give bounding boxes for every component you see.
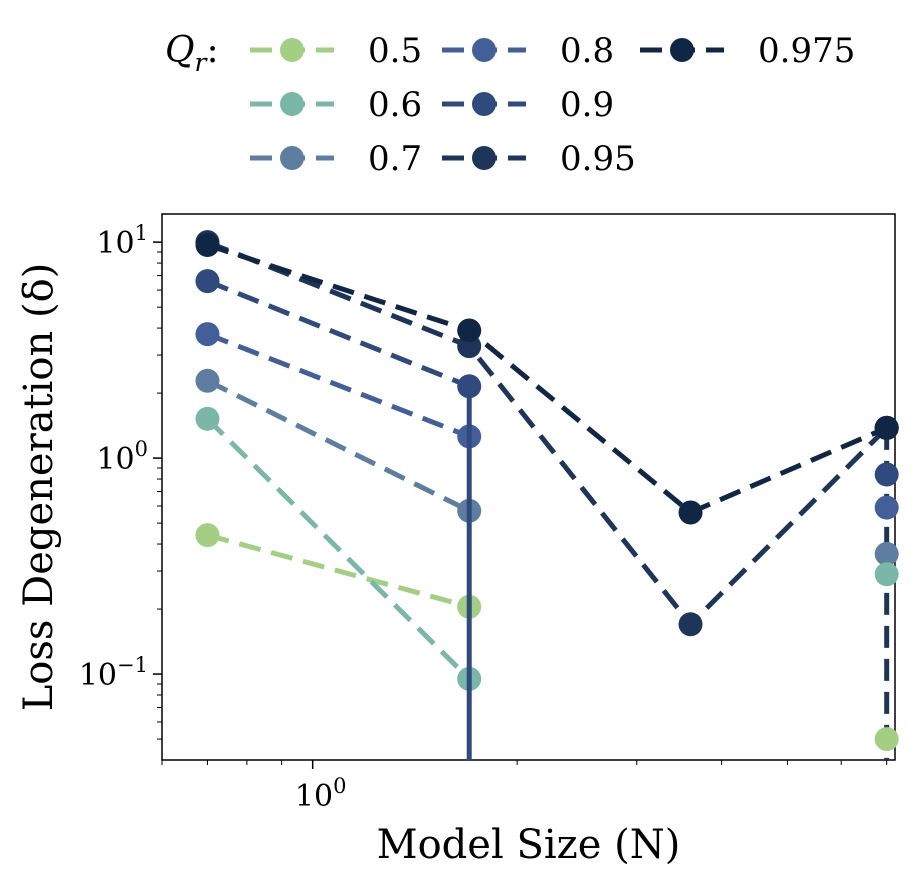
data-point xyxy=(874,495,899,520)
legend-label: 0.7 xyxy=(368,139,422,179)
legend-marker xyxy=(280,38,304,62)
series-line xyxy=(206,532,470,610)
y-tick-label: 101 xyxy=(96,221,148,261)
series-0.7 xyxy=(195,368,482,523)
legend-item: 0.6 xyxy=(250,85,422,125)
legend-label: 0.9 xyxy=(560,85,614,125)
series-0.8 xyxy=(195,322,482,449)
legend-marker xyxy=(670,38,694,62)
data-point xyxy=(678,500,703,525)
legend-title-colon: : xyxy=(206,30,218,71)
series-line xyxy=(205,417,471,681)
axes: 101 100 10−1 100 Model Size (N) Loss Degen… xyxy=(16,213,896,868)
legend-item: 0.7 xyxy=(250,139,422,179)
legend-item: 0.975 xyxy=(640,31,855,71)
data-point xyxy=(874,562,899,587)
legend-title-subscript: r xyxy=(195,48,209,77)
series-line xyxy=(206,242,888,515)
series-0.5 xyxy=(195,523,482,619)
plot-area xyxy=(195,230,899,760)
legend-marker xyxy=(472,92,496,116)
legend-item: 0.8 xyxy=(442,31,614,71)
data-point xyxy=(195,406,220,431)
data-point xyxy=(457,318,482,343)
legend-title-symbol: Q xyxy=(165,30,195,71)
x-tick-label: 100 xyxy=(295,774,347,814)
data-point xyxy=(195,523,220,548)
series-0.9 xyxy=(195,269,482,760)
y-tick-label: 10−1 xyxy=(79,653,148,693)
data-point xyxy=(678,612,703,637)
legend-label: 0.5 xyxy=(368,31,422,71)
data-point xyxy=(195,233,220,258)
series-line xyxy=(206,278,471,389)
plot-frame xyxy=(161,213,896,761)
y-tick-label: 100 xyxy=(96,437,148,477)
data-point xyxy=(874,541,899,566)
series-line xyxy=(206,331,471,439)
legend-item: 0.5 xyxy=(250,31,422,71)
legend-marker xyxy=(280,146,304,170)
legend-label: 0.8 xyxy=(560,31,614,71)
x-axis-ticks: 100 xyxy=(161,760,888,814)
legend: Qr: 0.5 0.6 0.7 0.8 0.9 0.95 0.975 xyxy=(165,30,855,179)
legend-marker xyxy=(472,146,496,170)
data-point xyxy=(195,269,220,294)
data-point xyxy=(195,368,220,393)
series-0.6 xyxy=(195,406,482,691)
data-point xyxy=(874,415,899,440)
legend-marker xyxy=(280,92,304,116)
legend-label: 0.975 xyxy=(758,31,855,71)
data-point xyxy=(874,727,899,752)
data-point xyxy=(874,462,899,487)
x-axis-label: Model Size (N) xyxy=(377,822,681,868)
legend-label: 0.95 xyxy=(560,139,636,179)
legend-item: 0.95 xyxy=(442,139,636,179)
legend-marker xyxy=(472,38,496,62)
series-line xyxy=(206,239,889,627)
data-point xyxy=(457,374,482,399)
legend-title: Qr: xyxy=(165,30,219,77)
data-point xyxy=(195,322,220,347)
y-axis-label: Loss Degeneration (δ) xyxy=(16,263,62,712)
legend-label: 0.6 xyxy=(368,85,422,125)
series-0.95 xyxy=(195,230,899,637)
y-axis-ticks: 101 100 10−1 xyxy=(79,221,162,740)
legend-item: 0.9 xyxy=(442,85,614,125)
series-line xyxy=(206,378,471,514)
